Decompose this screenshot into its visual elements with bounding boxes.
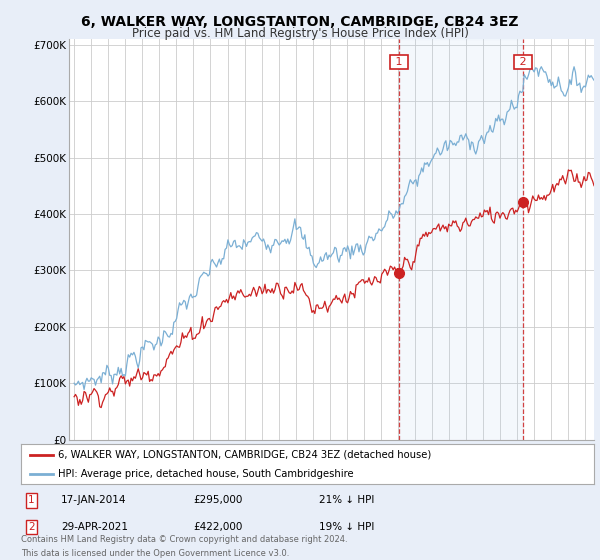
Text: £422,000: £422,000 <box>193 522 242 532</box>
Text: This data is licensed under the Open Government Licence v3.0.: This data is licensed under the Open Gov… <box>21 549 289 558</box>
Text: £295,000: £295,000 <box>193 495 242 505</box>
Text: 2: 2 <box>516 57 530 67</box>
Text: Price paid vs. HM Land Registry's House Price Index (HPI): Price paid vs. HM Land Registry's House … <box>131 27 469 40</box>
Text: 29-APR-2021: 29-APR-2021 <box>61 522 128 532</box>
Text: HPI: Average price, detached house, South Cambridgeshire: HPI: Average price, detached house, Sout… <box>58 469 354 478</box>
Text: 21% ↓ HPI: 21% ↓ HPI <box>319 495 374 505</box>
Text: 6, WALKER WAY, LONGSTANTON, CAMBRIDGE, CB24 3EZ: 6, WALKER WAY, LONGSTANTON, CAMBRIDGE, C… <box>81 15 519 29</box>
Text: 19% ↓ HPI: 19% ↓ HPI <box>319 522 374 532</box>
Text: Contains HM Land Registry data © Crown copyright and database right 2024.: Contains HM Land Registry data © Crown c… <box>21 535 347 544</box>
Text: 17-JAN-2014: 17-JAN-2014 <box>61 495 127 505</box>
Bar <box>398 39 523 440</box>
Text: 2: 2 <box>28 522 35 532</box>
Text: 1: 1 <box>392 57 406 67</box>
Text: 1: 1 <box>28 495 35 505</box>
Text: 6, WALKER WAY, LONGSTANTON, CAMBRIDGE, CB24 3EZ (detached house): 6, WALKER WAY, LONGSTANTON, CAMBRIDGE, C… <box>58 450 431 460</box>
